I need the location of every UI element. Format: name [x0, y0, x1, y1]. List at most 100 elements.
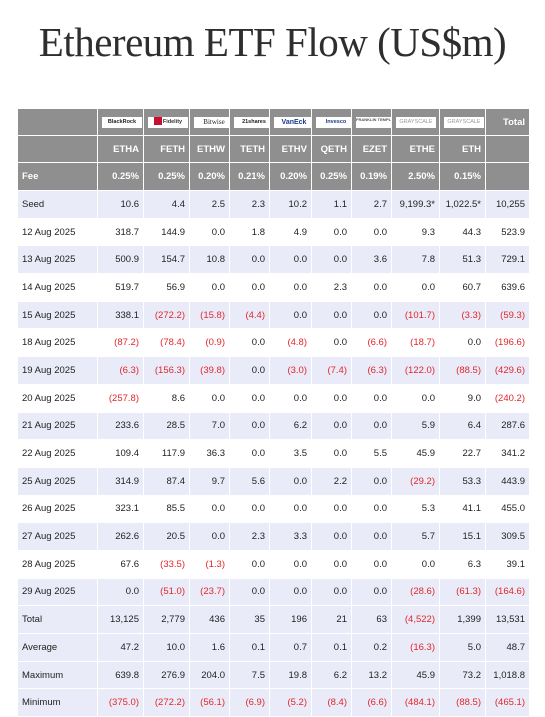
table-cell: 10,255	[485, 190, 530, 219]
fee-cell: 2.50%	[391, 162, 440, 191]
table-cell: 1,018.8	[485, 660, 530, 690]
table-cell: (272.2)	[143, 300, 190, 330]
table-cell: 2.7	[351, 190, 392, 219]
table-cell: 338.1	[97, 300, 144, 330]
table-row: 25 Aug 2025 314.9 87.4 9.7 5.6 0.0 2.2 0.0 (29.2…	[17, 466, 530, 496]
table-cell: (28.6)	[391, 577, 440, 607]
table-cell: 204.0	[189, 660, 230, 690]
fee-cell: 0.19%	[351, 162, 392, 191]
table-cell: 20.5	[143, 522, 190, 551]
fee-cell: 0.15%	[439, 162, 486, 191]
table-cell: 0.0	[351, 273, 392, 302]
table-cell: 0.0	[311, 522, 352, 551]
table-cell: 0.0	[189, 273, 230, 302]
table-cell: 0.0	[97, 577, 144, 607]
issuer-cell: Invesco	[311, 108, 352, 136]
table-cell: (6.3)	[97, 356, 144, 385]
table-cell: 2,779	[143, 605, 190, 634]
row-label: 13 Aug 2025	[17, 245, 98, 275]
table-cell: 0.0	[311, 549, 352, 579]
table-cell: 341.2	[485, 439, 530, 468]
table-cell: (156.3)	[143, 356, 190, 385]
table-cell: (101.7)	[391, 300, 440, 330]
table-cell: 60.7	[439, 273, 486, 302]
row-label: Seed	[17, 190, 98, 219]
table-cell: 455.0	[485, 494, 530, 524]
table-row: Maximum 639.8 276.9 204.0 7.5 19.8 6.2 13.2 45.9…	[17, 660, 530, 690]
table-cell: (6.9)	[229, 688, 270, 717]
table-cell: 443.9	[485, 466, 530, 496]
table-cell: 309.5	[485, 522, 530, 551]
table-cell: (33.5)	[143, 549, 190, 579]
table-cell: 2.3	[311, 273, 352, 302]
row-label: 22 Aug 2025	[17, 439, 98, 468]
table-row: 15 Aug 2025 338.1 (272.2) (15.8) (4.4) 0.0 0.0…	[17, 300, 530, 330]
row-label: 14 Aug 2025	[17, 273, 98, 302]
total-header: Total	[485, 108, 530, 136]
table-cell: 0.1	[311, 633, 352, 662]
table-cell: (6.6)	[351, 328, 392, 358]
table-row: 12 Aug 2025 318.7 144.9 0.0 1.8 4.9 0.0 0.0 9.3 4…	[17, 217, 530, 247]
table-cell: 0.0	[189, 522, 230, 551]
table-cell: 0.0	[391, 549, 440, 579]
table-cell: 276.9	[143, 660, 190, 690]
table-cell: (272.2)	[143, 688, 190, 717]
table-cell: (7.4)	[311, 356, 352, 385]
table-cell: 13,531	[485, 605, 530, 634]
row-label: 26 Aug 2025	[17, 494, 98, 524]
table-cell: 6.3	[439, 549, 486, 579]
table-cell: 523.9	[485, 217, 530, 247]
table-cell: 1.1	[311, 190, 352, 219]
table-cell: (164.6)	[485, 577, 530, 607]
table-cell: 0.0	[269, 300, 312, 330]
row-label: 28 Aug 2025	[17, 549, 98, 579]
row-label: 19 Aug 2025	[17, 356, 98, 385]
table-row: 13 Aug 2025 500.9 154.7 10.8 0.0 0.0 0.0 3.6 7.8…	[17, 245, 530, 275]
fee-label: Fee	[17, 162, 98, 191]
table-cell: 87.4	[143, 466, 190, 496]
ticker-cell: ETH	[439, 135, 486, 163]
table-cell: 9.3	[391, 217, 440, 247]
table-cell: (6.3)	[351, 356, 392, 385]
fee-cell: 0.25%	[143, 162, 190, 191]
fee-cell: 0.20%	[189, 162, 230, 191]
table-cell: (78.4)	[143, 328, 190, 358]
table-cell: 2.3	[229, 522, 270, 551]
table-cell: 10.2	[269, 190, 312, 219]
table-cell: 233.6	[97, 411, 144, 441]
row-label: Average	[17, 633, 98, 662]
table-cell: 323.1	[97, 494, 144, 524]
table-cell: 0.0	[311, 300, 352, 330]
table-cell: 1.8	[229, 217, 270, 247]
row-label: 20 Aug 2025	[17, 383, 98, 413]
issuer-cell: FRANKLIN TEMPLETON	[351, 108, 392, 136]
table-cell: 3.3	[269, 522, 312, 551]
table-cell: (0.9)	[189, 328, 230, 358]
fee-cell: 0.25%	[311, 162, 352, 191]
table-cell: 7.8	[391, 245, 440, 275]
table-row: 28 Aug 2025 67.6 (33.5) (1.3) 0.0 0.0 0.0 0.0 0.…	[17, 549, 530, 579]
fidelity-mark-icon	[153, 117, 162, 126]
table-cell: 45.9	[391, 660, 440, 690]
table-cell: 10.8	[189, 245, 230, 275]
table-row: Seed 10.6 4.4 2.5 2.3 10.2 1.1 2.7 9,199.3* 1,022…	[17, 190, 530, 219]
table-row: 26 Aug 2025 323.1 85.5 0.0 0.0 0.0 0.0 0.0 5.3 41…	[17, 494, 530, 524]
table-cell: 1,399	[439, 605, 486, 634]
table-cell: 7.0	[189, 411, 230, 441]
issuer-cell: Fidelity	[143, 108, 190, 136]
fee-cell: 0.20%	[269, 162, 312, 191]
table-cell: 0.0	[269, 494, 312, 524]
table-cell: 1,022.5*	[439, 190, 486, 219]
table-cell: 318.7	[97, 217, 144, 247]
row-label: 27 Aug 2025	[17, 522, 98, 551]
row-label: Total	[17, 605, 98, 634]
table-cell: (4.8)	[269, 328, 312, 358]
table-cell: 0.0	[311, 411, 352, 441]
table-cell: 4.4	[143, 190, 190, 219]
table-cell: 5.6	[229, 466, 270, 496]
table-cell: (375.0)	[97, 688, 144, 717]
table-cell: (87.2)	[97, 328, 144, 358]
table-cell: 5.5	[351, 439, 392, 468]
ticker-label-cell	[17, 135, 98, 163]
table-cell: 0.0	[439, 328, 486, 358]
